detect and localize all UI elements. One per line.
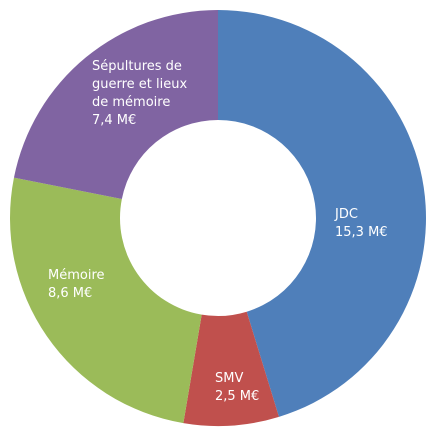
value-label: 15,3 M€ xyxy=(335,225,388,240)
slice-label: Sépultures de guerre et lieux de mémoire… xyxy=(92,58,207,130)
wedge xyxy=(218,10,426,417)
slice-label: SMV 2,5 M€ xyxy=(215,370,285,406)
wedge xyxy=(13,10,219,199)
category-label: SMV xyxy=(215,371,244,386)
value-label: 8,6 M€ xyxy=(48,286,93,301)
slice-label: Mémoire 8,6 M€ xyxy=(48,267,138,303)
wedge xyxy=(9,177,202,424)
value-label: 2,5 M€ xyxy=(215,389,260,404)
category-label: JDC xyxy=(335,207,358,222)
slice-label: JDC 15,3 M€ xyxy=(335,206,415,242)
wedge xyxy=(183,311,279,427)
category-label: Sépultures de guerre et lieux de mémoire xyxy=(92,59,188,110)
value-label: 7,4 M€ xyxy=(92,113,137,128)
category-label: Mémoire xyxy=(48,268,105,283)
